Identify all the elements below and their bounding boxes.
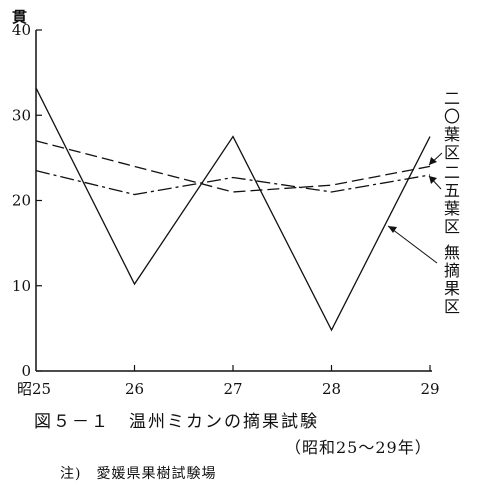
label-s20-char: 葉 (444, 125, 460, 144)
arrowhead-s25 (429, 176, 437, 184)
arrowhead-s20 (429, 157, 437, 165)
label-s20-char: 区 (444, 143, 460, 162)
label-s20-char: 〇 (444, 107, 460, 126)
arrowhead-s0 (388, 226, 397, 233)
label-s0-char: 摘 (444, 261, 460, 280)
x-tick-label: 28 (322, 380, 341, 398)
x-tick-label: 昭25 (17, 380, 51, 398)
x-tick-label: 29 (420, 380, 439, 398)
y-tick-label: 20 (12, 192, 31, 210)
y-tick-label: 30 (12, 106, 31, 124)
label-s0-char: 無 (444, 243, 460, 262)
y-tick-label: 40 (12, 21, 31, 39)
figure-caption: 図５－１ 温州ミカンの摘果試験 (34, 412, 319, 432)
label-arrows (387, 152, 443, 264)
label-s25-char: 二 (444, 163, 460, 182)
source-note: 注) 愛媛県果樹試験場 (60, 466, 217, 482)
label-s25-char: 区 (444, 217, 460, 236)
axis-ticks: 貫 0 10 20 30 40 昭25 26 27 28 29 (12, 8, 440, 398)
series-layer (35, 87, 431, 332)
label-s25-char: 五 (444, 181, 460, 200)
x-tick-label: 27 (223, 380, 242, 398)
label-s25-char: 葉 (444, 199, 460, 218)
figure-caption-period: （昭和25～29年） (285, 438, 432, 457)
series-line-2 (35, 140, 431, 193)
label-s0-char: 区 (444, 297, 460, 316)
series-line-3 (35, 170, 431, 196)
arrow-s0 (387, 225, 438, 264)
y-tick-label: 0 (21, 362, 31, 380)
y-tick-label: 10 (12, 277, 31, 295)
label-s20-char: 二 (444, 89, 460, 108)
label-s0-char: 果 (444, 279, 460, 298)
x-tick-label: 26 (125, 380, 144, 398)
series-line-1 (35, 87, 431, 332)
y-axis-label: 貫 (12, 8, 27, 26)
